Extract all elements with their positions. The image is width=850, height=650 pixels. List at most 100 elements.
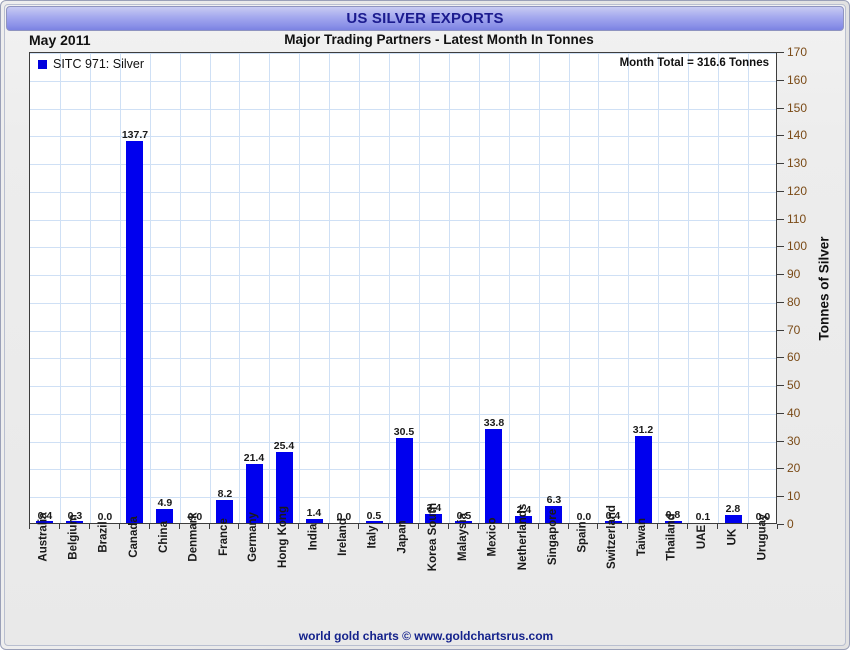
y-axis-tick-label: 80 — [787, 295, 801, 309]
bar-value-label: 137.7 — [121, 129, 149, 141]
x-axis-category-label: Japan — [388, 520, 418, 619]
x-axis-category-label: China — [149, 521, 179, 619]
x-axis-tick — [418, 524, 419, 529]
x-axis-category-label: France — [209, 518, 239, 619]
gridline-vertical — [359, 53, 360, 523]
y-axis-tick — [777, 135, 784, 136]
x-axis-category-text: Denmark — [187, 512, 200, 562]
bar-value-label: 30.5 — [393, 426, 415, 438]
x-axis-category-label: Thailand — [657, 513, 687, 619]
x-axis-category-text: Hong Kong — [276, 506, 289, 568]
bar — [545, 506, 562, 523]
y-axis-tick-label: 140 — [787, 128, 808, 142]
y-axis-tick — [777, 330, 784, 331]
gridline-horizontal — [30, 275, 776, 277]
y-axis-tick — [777, 219, 784, 220]
gridline-horizontal — [30, 53, 776, 54]
bar-value-label: 1.4 — [306, 507, 322, 519]
x-axis-category-label: UK — [717, 528, 747, 619]
bar-value-label: 2.8 — [725, 503, 741, 515]
bar-value-label: 31.2 — [632, 424, 654, 436]
y-axis-tick — [777, 274, 784, 275]
x-axis-tick — [568, 524, 569, 529]
y-axis-tick — [777, 52, 784, 53]
x-axis-tick — [777, 524, 778, 529]
gridline-vertical — [509, 53, 510, 523]
bar — [605, 521, 622, 523]
gridline-vertical — [748, 53, 749, 523]
x-axis-category-text: Germany — [246, 512, 259, 562]
gridline-vertical — [389, 53, 390, 523]
bar-value-label: 0.4 — [37, 510, 53, 522]
y-axis-tick — [777, 413, 784, 414]
chart-legend: SITC 971: Silver — [38, 57, 144, 71]
x-axis-tick — [597, 524, 598, 529]
x-axis-category-label: Ireland — [328, 518, 358, 619]
chart-period-label: May 2011 — [29, 32, 91, 48]
gridline-vertical — [239, 53, 240, 523]
x-axis-category-text: Taiwan — [635, 517, 648, 557]
bar — [366, 521, 383, 523]
x-axis-category-text: UK — [725, 528, 738, 546]
gridline-vertical — [658, 53, 659, 523]
gridline-horizontal — [30, 80, 776, 82]
x-axis-category-text: UAE — [695, 524, 708, 550]
x-axis-tick — [209, 524, 210, 529]
bar — [36, 521, 53, 523]
x-axis-category-label: Italy — [358, 525, 388, 619]
x-axis-category-text: Netherlands — [516, 503, 529, 571]
x-axis-tick — [627, 524, 628, 529]
y-axis-tick-label: 150 — [787, 101, 808, 115]
gridline-vertical — [269, 53, 270, 523]
y-axis-tick-label: 90 — [787, 267, 801, 281]
gridline-vertical — [449, 53, 450, 523]
bar — [66, 521, 83, 523]
x-axis-tick — [478, 524, 479, 529]
bar-value-label: 0.0 — [755, 511, 771, 523]
month-total-annotation: Month Total = 316.6 Tonnes — [619, 57, 769, 69]
y-axis-tick — [777, 468, 784, 469]
x-axis-tick — [538, 524, 539, 529]
y-axis-tick-label: 110 — [787, 212, 807, 226]
gridline-vertical — [419, 53, 420, 523]
gridline-vertical — [329, 53, 330, 523]
y-axis-tick — [777, 163, 784, 164]
bar — [485, 429, 502, 523]
x-axis-category-label: Taiwan — [627, 518, 657, 619]
y-axis-tick — [777, 80, 784, 81]
y-axis-title: Tonnes of Silver — [813, 52, 835, 524]
x-axis-category-label: Belgium — [59, 514, 89, 619]
chart-subtitle: Major Trading Partners - Latest Month In… — [284, 32, 594, 47]
x-axis-tick — [119, 524, 120, 529]
x-axis-tick — [59, 524, 60, 529]
y-axis-tick — [777, 357, 784, 358]
y-axis-tick — [777, 524, 784, 525]
x-axis-category-text: Australia — [37, 512, 50, 562]
bar-value-label: 3.4 — [426, 502, 442, 514]
x-axis-category-label: Canada — [119, 516, 149, 619]
plot-canvas: 0.4 0.3 0.0 137.7 4.9 0.0 8.2 21.4 25.4 1.4 0.0 0.5… — [30, 53, 776, 523]
bar-value-label: 0.1 — [695, 511, 711, 523]
gridline-vertical — [539, 53, 540, 523]
y-axis-tick — [777, 385, 784, 386]
x-axis-category-text: France — [217, 518, 230, 556]
bar-value-label: 4.9 — [157, 497, 173, 509]
bar — [396, 438, 413, 523]
x-axis-category-label: Hong Kong — [268, 506, 298, 619]
y-axis-tick — [777, 108, 784, 109]
bar-value-label: 25.4 — [273, 440, 295, 452]
x-axis-tick — [149, 524, 150, 529]
gridline-horizontal — [30, 219, 776, 221]
x-axis-category-text: Uruguay — [755, 513, 768, 561]
x-axis-category-label: Switzerland — [597, 505, 627, 619]
bar-value-label: 6.3 — [546, 494, 562, 506]
x-axis-tick — [298, 524, 299, 529]
x-axis-tick — [179, 524, 180, 529]
gridline-horizontal — [30, 413, 776, 415]
window-titlebar: US SILVER EXPORTS — [6, 6, 844, 31]
y-axis-tick-label: 100 — [787, 239, 808, 253]
y-axis-tick-label: 120 — [787, 184, 808, 198]
x-axis-category-text: Brazil — [97, 521, 110, 553]
gridline-horizontal — [30, 302, 776, 304]
